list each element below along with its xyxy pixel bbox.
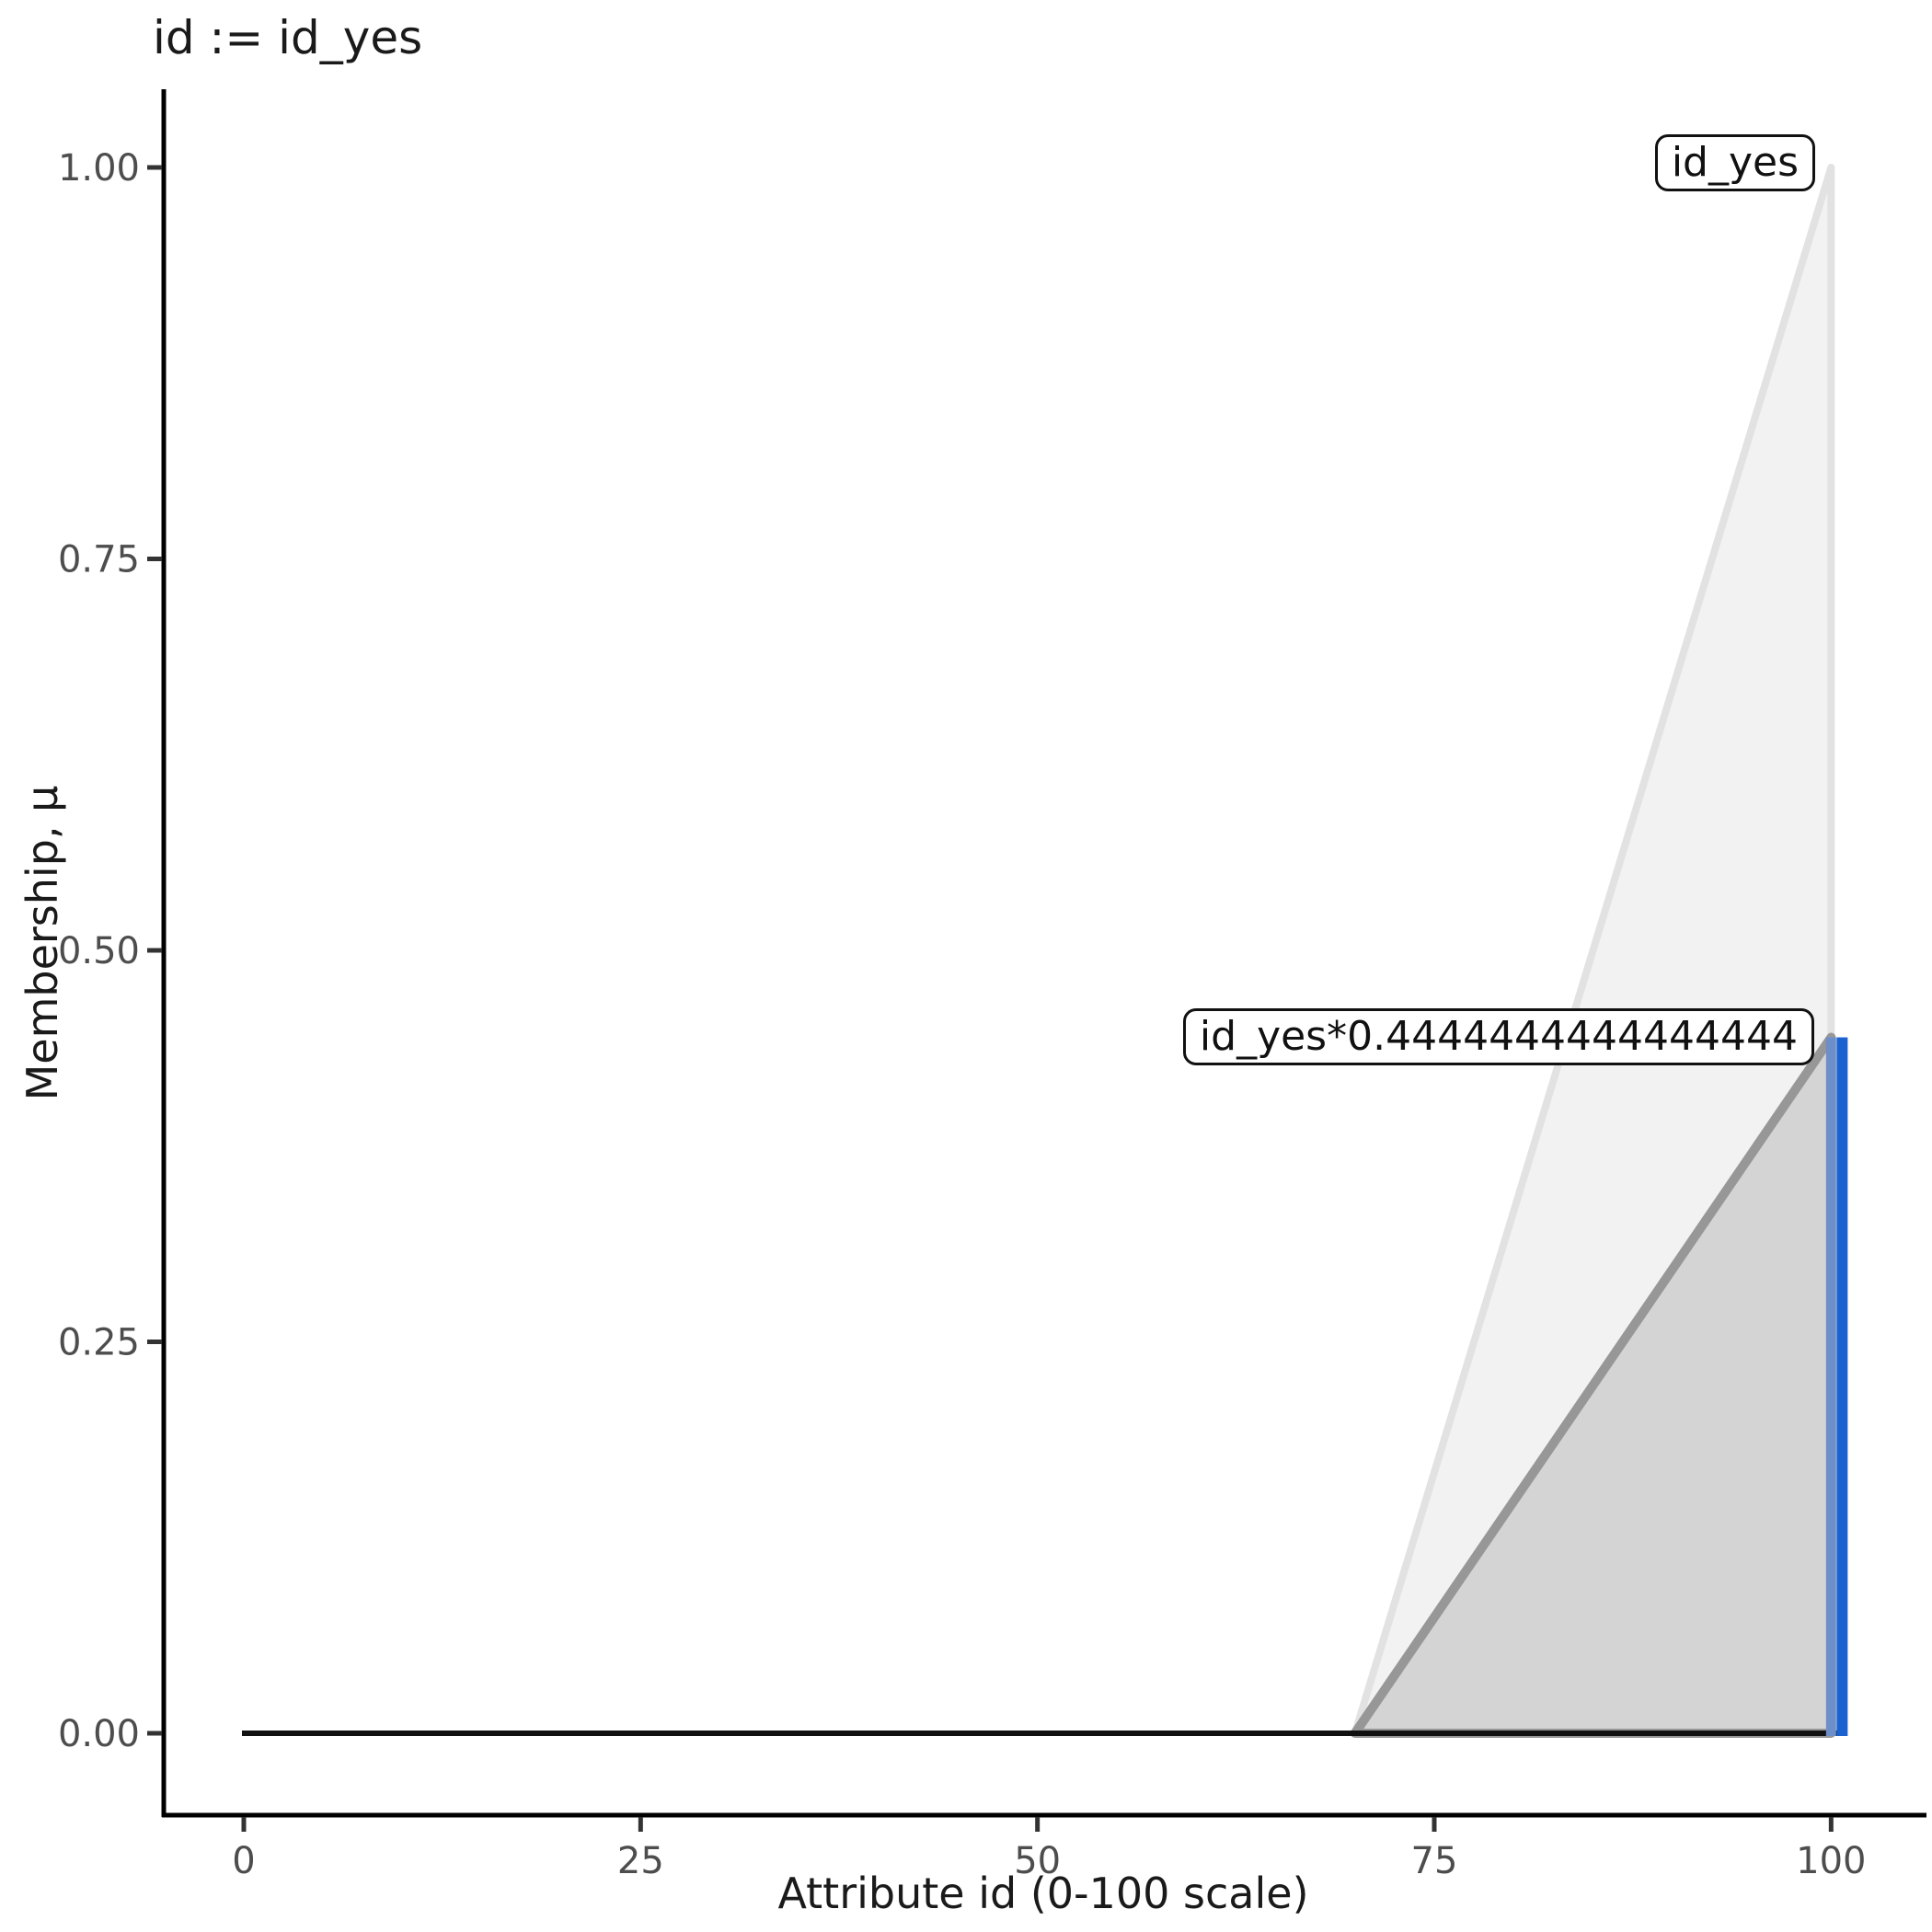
y-tick-label: 0.75 xyxy=(58,539,140,581)
chart-title: id := id_yes xyxy=(153,11,423,64)
y-tick-label: 0.00 xyxy=(58,1713,140,1755)
x-tick-label: 0 xyxy=(232,1840,255,1882)
y-tick-label: 1.00 xyxy=(58,147,140,190)
y-tick-label: 0.50 xyxy=(58,930,140,972)
cut-line xyxy=(1836,1037,1848,1736)
x-tick-label: 75 xyxy=(1411,1840,1458,1882)
annotation-id-yes-clipped: id_yes*0.4444444444444444 xyxy=(1182,1008,1814,1065)
y-axis-title: Membership, μ xyxy=(17,785,67,1101)
y-tick-label: 0.25 xyxy=(58,1322,140,1364)
x-tick-label: 50 xyxy=(1014,1840,1061,1882)
annotation-id-yes: id_yes xyxy=(1654,134,1815,191)
cut-line-muted xyxy=(1825,1037,1836,1736)
x-axis-title: Attribute id (0-100 scale) xyxy=(777,1869,1309,1918)
x-tick-label: 25 xyxy=(617,1840,664,1882)
x-tick-label: 100 xyxy=(1796,1840,1866,1882)
